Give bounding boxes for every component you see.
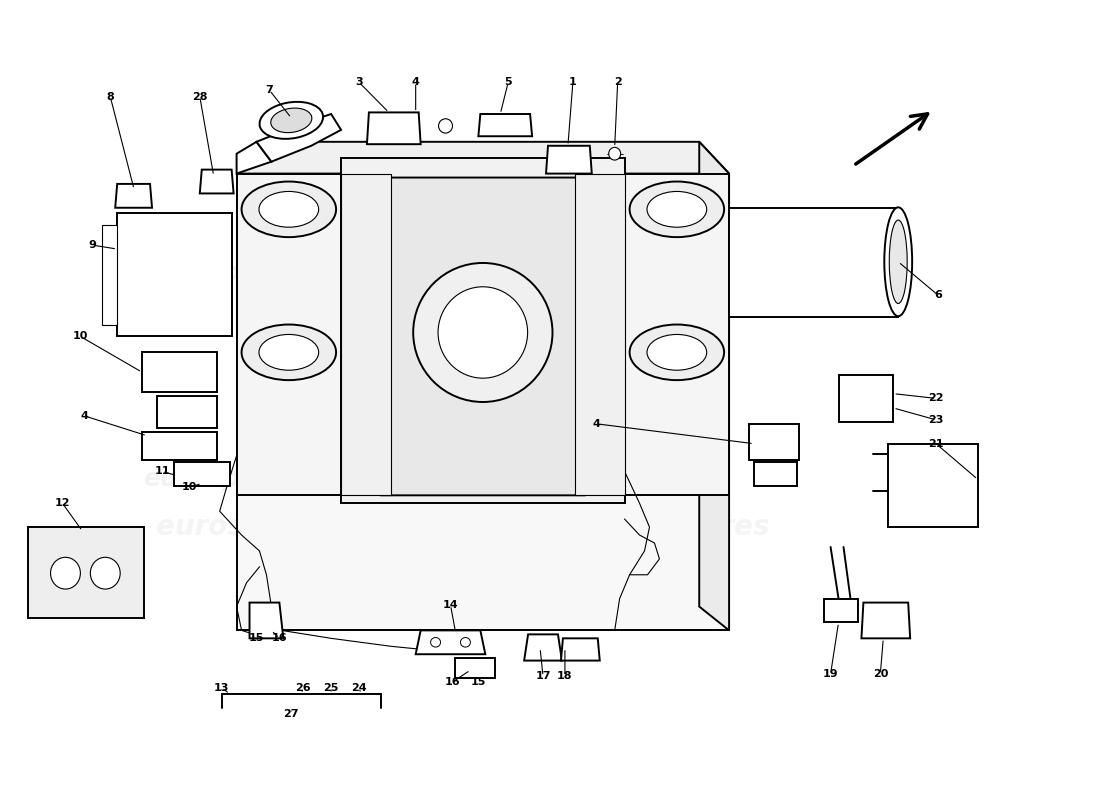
Ellipse shape (647, 334, 706, 370)
Polygon shape (256, 114, 341, 162)
Polygon shape (367, 113, 420, 144)
Polygon shape (754, 462, 796, 486)
Text: 11: 11 (154, 466, 169, 477)
Text: 20: 20 (872, 669, 888, 679)
Text: 1: 1 (569, 78, 576, 87)
Polygon shape (102, 226, 118, 325)
Polygon shape (889, 444, 978, 527)
Text: 14: 14 (442, 600, 459, 610)
Polygon shape (861, 602, 910, 638)
Polygon shape (838, 374, 893, 422)
Ellipse shape (438, 286, 528, 378)
Text: 23: 23 (928, 415, 944, 425)
Polygon shape (478, 114, 532, 136)
Text: 15: 15 (471, 677, 486, 687)
Ellipse shape (258, 191, 319, 227)
Text: 26: 26 (296, 682, 311, 693)
Text: 4: 4 (411, 78, 419, 87)
Ellipse shape (242, 182, 337, 237)
Text: 8: 8 (107, 91, 114, 102)
Text: 2: 2 (614, 78, 622, 87)
Polygon shape (236, 174, 729, 630)
Ellipse shape (889, 220, 908, 303)
Polygon shape (824, 598, 858, 622)
Text: 5: 5 (505, 78, 512, 87)
Text: eurospares: eurospares (156, 513, 331, 541)
Text: 22: 22 (928, 394, 944, 403)
Polygon shape (341, 158, 625, 503)
Polygon shape (142, 352, 217, 392)
Polygon shape (700, 142, 729, 630)
Text: eurospares: eurospares (143, 467, 300, 491)
Text: eurospares: eurospares (143, 261, 300, 285)
Text: 15: 15 (249, 634, 264, 643)
Text: 16: 16 (444, 677, 460, 687)
Text: 6: 6 (934, 290, 942, 300)
Polygon shape (561, 638, 600, 661)
Polygon shape (250, 602, 284, 638)
Text: 9: 9 (88, 240, 97, 250)
Text: eurospares: eurospares (594, 513, 769, 541)
Text: 3: 3 (355, 78, 363, 87)
Ellipse shape (629, 325, 724, 380)
Polygon shape (236, 174, 341, 495)
Ellipse shape (258, 334, 319, 370)
Polygon shape (341, 174, 390, 495)
Polygon shape (157, 396, 217, 428)
Text: 16: 16 (272, 634, 287, 643)
Ellipse shape (414, 263, 552, 402)
Ellipse shape (461, 638, 471, 647)
Text: 24: 24 (351, 682, 366, 693)
Text: 4: 4 (593, 419, 601, 429)
Text: 19: 19 (823, 669, 838, 679)
Polygon shape (174, 462, 230, 486)
Polygon shape (116, 184, 152, 208)
Ellipse shape (884, 207, 912, 316)
Polygon shape (749, 424, 799, 459)
Text: 27: 27 (284, 709, 299, 719)
Ellipse shape (271, 108, 312, 133)
Polygon shape (236, 142, 272, 174)
Polygon shape (118, 214, 232, 337)
Ellipse shape (242, 325, 337, 380)
Text: 25: 25 (323, 682, 339, 693)
Polygon shape (575, 174, 625, 495)
Ellipse shape (439, 118, 452, 133)
Ellipse shape (90, 558, 120, 589)
Text: 17: 17 (536, 671, 551, 682)
Polygon shape (455, 658, 495, 678)
Polygon shape (356, 178, 609, 495)
Polygon shape (729, 208, 899, 317)
Text: 12: 12 (55, 498, 70, 508)
Text: 7: 7 (265, 85, 273, 95)
Ellipse shape (430, 638, 441, 647)
Ellipse shape (647, 191, 706, 227)
Text: 10: 10 (183, 482, 198, 492)
Text: 4: 4 (80, 411, 88, 421)
Polygon shape (546, 146, 592, 174)
Ellipse shape (608, 147, 620, 160)
Polygon shape (524, 634, 562, 661)
Polygon shape (200, 170, 233, 194)
Ellipse shape (51, 558, 80, 589)
Polygon shape (236, 142, 729, 174)
Text: 28: 28 (192, 91, 208, 102)
Text: eurospares: eurospares (550, 261, 708, 285)
Text: 10: 10 (73, 331, 88, 342)
Polygon shape (416, 630, 485, 654)
Ellipse shape (260, 102, 323, 139)
Polygon shape (142, 432, 217, 459)
Text: 13: 13 (214, 682, 230, 693)
Text: 21: 21 (928, 438, 944, 449)
Polygon shape (28, 527, 144, 618)
Text: 18: 18 (558, 671, 573, 682)
Ellipse shape (629, 182, 724, 237)
Polygon shape (625, 174, 729, 495)
Text: eurospares: eurospares (550, 467, 708, 491)
